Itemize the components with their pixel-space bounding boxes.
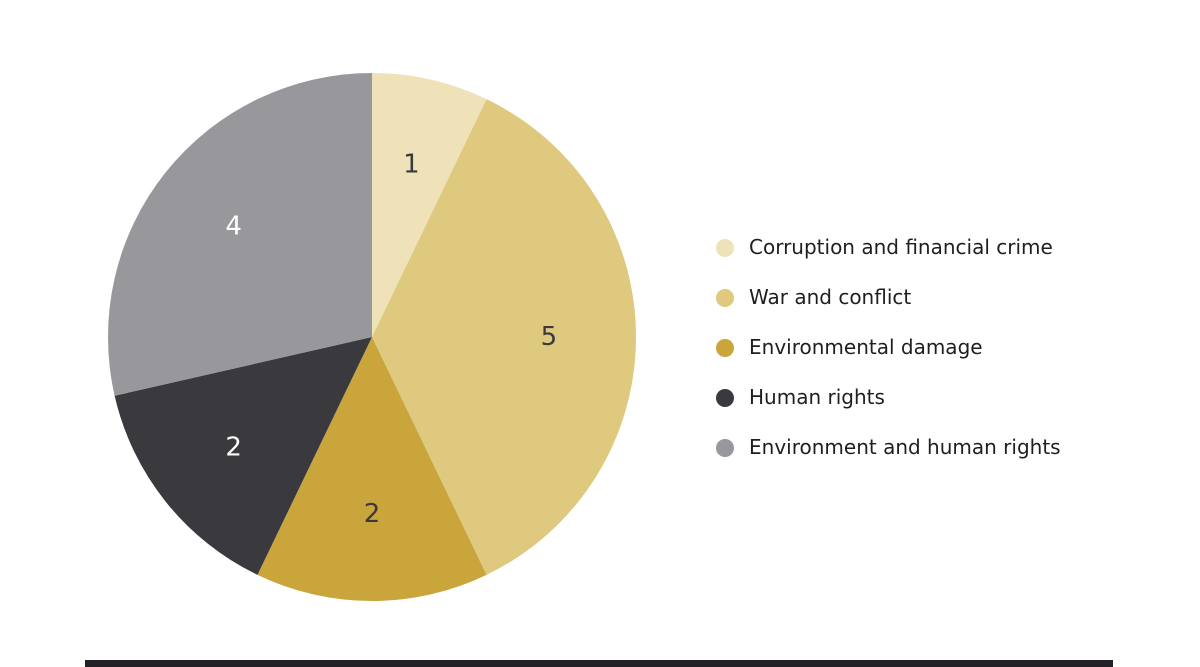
legend-item-environment-and-human-rights: Environment and human rights	[716, 434, 1061, 461]
legend-label: Human rights	[749, 385, 885, 409]
legend-label: War and conflict	[749, 285, 912, 309]
legend-swatch-icon	[716, 238, 734, 257]
pie-slice-value-2: 2	[364, 499, 381, 529]
pie-chart: 1 5 2 2 4	[107, 73, 637, 602]
legend-label: Environmental damage	[749, 335, 983, 359]
legend: Corruption and financial crime War and c…	[716, 234, 1061, 461]
pie-slice-value-0: 1	[403, 150, 420, 180]
legend-label: Corruption and financial crime	[749, 235, 1053, 259]
pie-slice-2	[257, 337, 487, 602]
pie-slice-4	[107, 73, 372, 396]
legend-swatch-icon	[716, 288, 734, 307]
bottom-divider-bar	[85, 660, 1113, 667]
legend-swatch-icon	[716, 438, 734, 457]
pie-slice-value-4: 4	[225, 212, 242, 242]
pie-slice-1	[372, 99, 637, 575]
legend-label: Environment and human rights	[749, 435, 1061, 459]
pie-slice-value-3: 2	[225, 432, 242, 462]
pie-slice-3	[114, 337, 373, 575]
pie-slice-value-1: 5	[541, 322, 558, 352]
legend-swatch-icon	[716, 388, 734, 407]
legend-item-corruption-and-financial-crime: Corruption and financial crime	[716, 234, 1061, 261]
pie-slice-0	[372, 73, 487, 337]
legend-swatch-icon	[716, 338, 734, 357]
legend-item-human-rights: Human rights	[716, 384, 1061, 411]
legend-item-war-and-conflict: War and conflict	[716, 284, 1061, 311]
legend-item-environmental-damage: Environmental damage	[716, 334, 1061, 361]
